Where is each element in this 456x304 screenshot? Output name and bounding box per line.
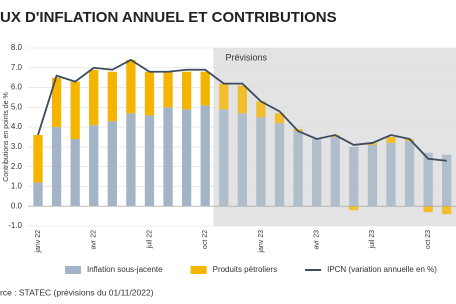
bar: [181, 71, 192, 110]
y-tick-label: 8.0: [11, 43, 23, 52]
legend-swatch: [65, 266, 81, 274]
bar: [33, 182, 43, 207]
forecast-label: Prévisions: [226, 52, 268, 62]
legend-swatch: [190, 266, 207, 274]
bar: [219, 109, 229, 207]
bar: [89, 69, 99, 126]
bar: [200, 71, 210, 106]
bar: [163, 71, 173, 108]
y-tick-label: 1.0: [11, 182, 23, 191]
y-tick-label: 3.0: [11, 142, 23, 151]
y-tick-label: 4.0: [11, 122, 23, 131]
bar: [274, 113, 285, 124]
bar: [144, 71, 155, 116]
bar: [274, 123, 285, 207]
bar: [107, 71, 117, 122]
bar: [349, 206, 359, 211]
bar: [181, 109, 192, 207]
bar: [330, 137, 340, 207]
bar: [51, 127, 62, 207]
legend-label: Inflation sous-jacente: [87, 265, 163, 274]
bar: [51, 77, 62, 128]
bar: [349, 146, 359, 207]
y-axis-label: Contributions en points de %: [3, 92, 10, 182]
bar: [107, 121, 117, 207]
bar: [367, 144, 378, 207]
y-tick-label: 7.0: [11, 63, 23, 72]
x-tick-label: avr 22: [91, 230, 98, 250]
chart-title: UX D'INFLATION ANNUEL ET CONTRIBUTIONS: [0, 9, 337, 26]
y-tick-label: 5.0: [11, 102, 23, 111]
bar: [89, 125, 99, 207]
bar: [423, 206, 433, 213]
bar: [237, 113, 247, 207]
legend-label: IPCN (variation annuelle en %): [327, 265, 437, 274]
y-tick-label: 2.0: [11, 162, 23, 171]
bar: [70, 81, 80, 139]
x-tick-label: janv 22: [35, 230, 42, 254]
source: rce : STATEC (prévisions du 01/11/2022): [0, 287, 154, 297]
bar: [312, 138, 322, 207]
x-tick-label: avr 23: [314, 230, 321, 250]
bar: [423, 152, 433, 207]
line: [37, 58, 447, 162]
x-tick-label: janv 23: [258, 230, 265, 254]
bar: [126, 59, 136, 114]
bar: [200, 105, 210, 207]
legend-label: Produits pétroliers: [213, 265, 277, 274]
bar: [144, 115, 155, 207]
y-tick-label: -1.0: [8, 221, 22, 230]
x-tick-label: oct 22: [202, 230, 209, 249]
bar: [367, 142, 378, 145]
bar: [442, 206, 452, 215]
y-tick-label: 6.0: [11, 83, 23, 92]
bar: [256, 117, 266, 207]
bar: [386, 142, 396, 207]
bar: [126, 113, 136, 207]
bar: [404, 140, 415, 207]
bar: [293, 131, 303, 207]
bar: [442, 154, 452, 207]
x-tick-label: juil 23: [369, 230, 376, 249]
bar: [386, 137, 396, 143]
bar: [256, 101, 266, 118]
bar: [70, 138, 80, 207]
bar: [237, 85, 247, 114]
x-tick-label: juil 22: [146, 230, 153, 249]
bar: [219, 83, 229, 110]
bar: [33, 135, 43, 183]
y-tick-label: 0.0: [11, 201, 23, 210]
x-tick-label: oct 23: [425, 230, 432, 249]
bar: [163, 107, 173, 207]
